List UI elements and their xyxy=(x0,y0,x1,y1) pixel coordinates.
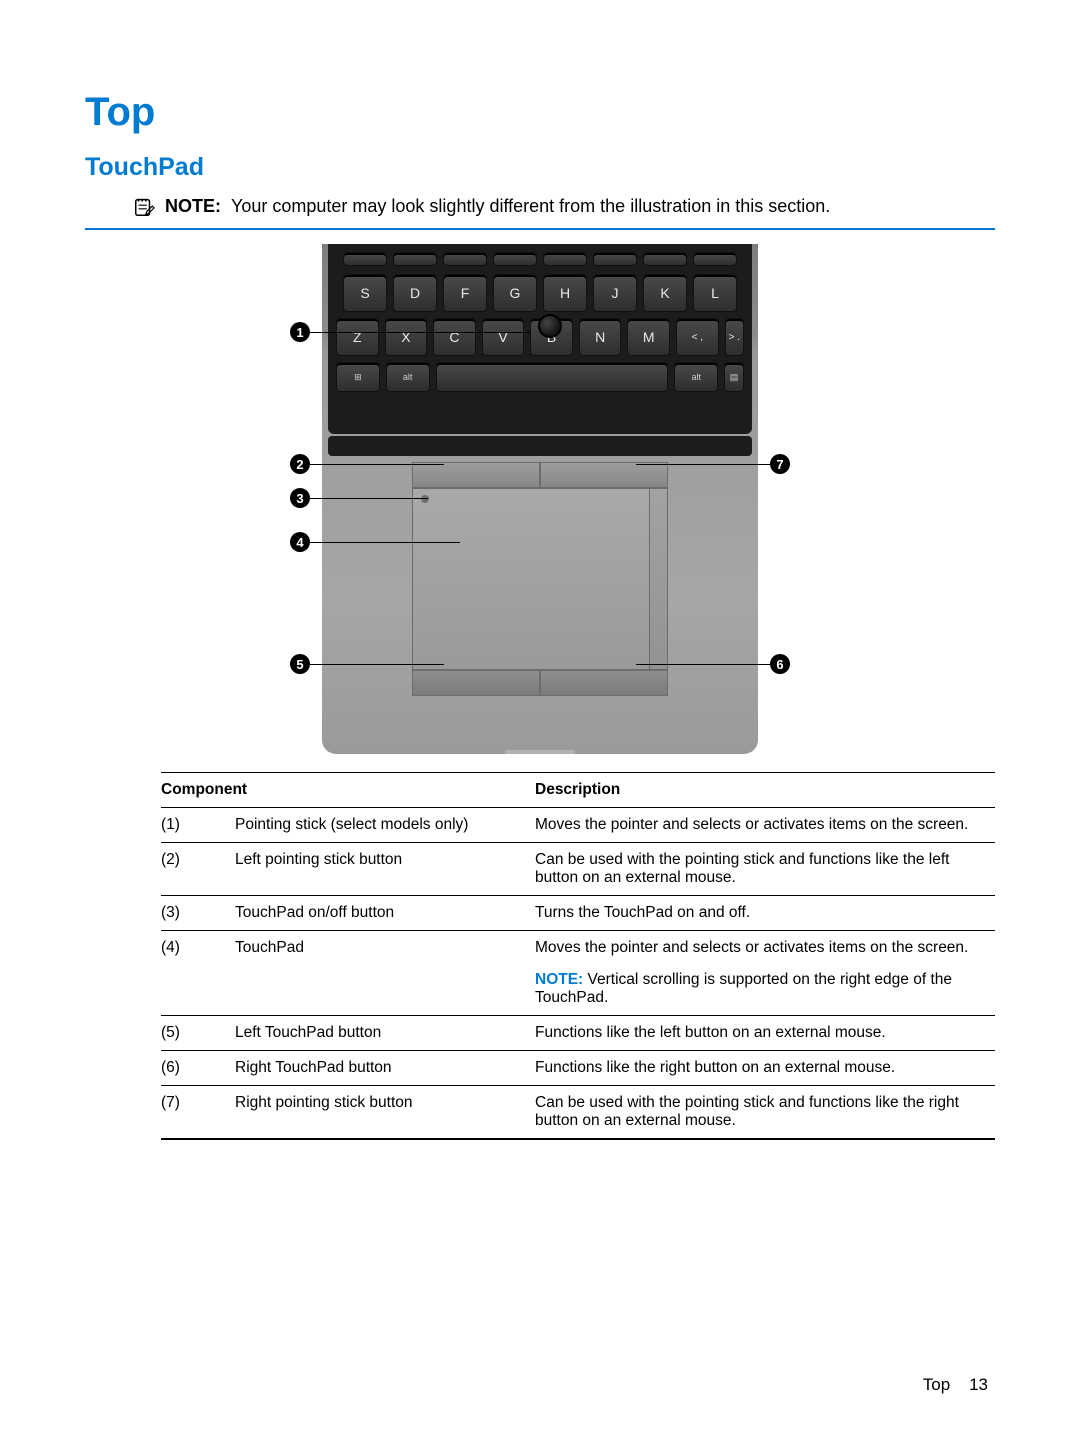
row-name: Left TouchPad button xyxy=(235,1024,535,1042)
key-menu: ▤ xyxy=(724,362,744,392)
note-block: NOTE: Your computer may look slightly di… xyxy=(85,196,995,230)
right-pointing-stick-button xyxy=(540,462,668,488)
callout-4: 4 xyxy=(290,532,310,552)
key-k: K xyxy=(643,274,687,312)
row-name: Right pointing stick button xyxy=(235,1094,535,1130)
row-num: (4) xyxy=(161,939,235,1007)
section-heading: TouchPad xyxy=(85,153,995,182)
key-c: C xyxy=(433,318,476,356)
touchpad-surface xyxy=(412,488,668,670)
row-note-text: Vertical scrolling is supported on the r… xyxy=(535,971,952,1006)
table-row: (6) Right TouchPad button Functions like… xyxy=(161,1051,995,1086)
table-row: (5) Left TouchPad button Functions like … xyxy=(161,1016,995,1051)
row-num: (6) xyxy=(161,1059,235,1077)
callout-3: 3 xyxy=(290,488,310,508)
callout-1: 1 xyxy=(290,322,310,342)
table-row: (2) Left pointing stick button Can be us… xyxy=(161,843,995,896)
touchpad-diagram: S D F G H J K L Z X C V B xyxy=(290,244,790,754)
row-num: (2) xyxy=(161,851,235,887)
row-num: (1) xyxy=(161,816,235,834)
key-d: D xyxy=(393,274,437,312)
touchpad-on-off-dot xyxy=(421,495,429,503)
row-desc: Functions like the left button on an ext… xyxy=(535,1024,995,1042)
key-alt-right: alt xyxy=(674,362,718,392)
key-f: F xyxy=(443,274,487,312)
key-m: M xyxy=(627,318,670,356)
components-table: Component Description (1) Pointing stick… xyxy=(161,772,995,1140)
row-note-label: NOTE: xyxy=(535,971,583,988)
header-component: Component xyxy=(161,781,461,799)
table-row: (1) Pointing stick (select models only) … xyxy=(161,808,995,843)
key-j: J xyxy=(593,274,637,312)
key-space xyxy=(436,362,669,392)
key-n: N xyxy=(579,318,622,356)
footer-page: 13 xyxy=(969,1375,988,1394)
key-comma: < , xyxy=(676,318,719,356)
row-name: Right TouchPad button xyxy=(235,1059,535,1077)
note-text: Your computer may look slightly differen… xyxy=(231,196,830,217)
touchpad-scroll-edge xyxy=(649,489,667,669)
key-alt-left: alt xyxy=(386,362,430,392)
row-num: (3) xyxy=(161,904,235,922)
key-x: X xyxy=(385,318,428,356)
page-footer: Top 13 xyxy=(923,1375,988,1395)
note-icon xyxy=(133,196,155,218)
key-v: V xyxy=(482,318,525,356)
callout-7: 7 xyxy=(770,454,790,474)
key-h: H xyxy=(543,274,587,312)
key-l: L xyxy=(693,274,737,312)
key-z: Z xyxy=(336,318,379,356)
footer-label: Top xyxy=(923,1375,950,1394)
callout-6: 6 xyxy=(770,654,790,674)
row-name: TouchPad on/off button xyxy=(235,904,535,922)
row-desc: Turns the TouchPad on and off. xyxy=(535,904,995,922)
table-row: (7) Right pointing stick button Can be u… xyxy=(161,1086,995,1140)
table-row: (3) TouchPad on/off button Turns the Tou… xyxy=(161,896,995,931)
row-name: TouchPad xyxy=(235,939,535,1007)
row-desc: Can be used with the pointing stick and … xyxy=(535,1094,995,1130)
row-num: (7) xyxy=(161,1094,235,1130)
header-description: Description xyxy=(535,781,995,799)
right-touchpad-button xyxy=(540,670,668,696)
table-row: (4) TouchPad Moves the pointer and selec… xyxy=(161,931,995,1016)
page-heading: Top xyxy=(85,90,995,135)
touchpad-area xyxy=(412,462,668,696)
row-name: Pointing stick (select models only) xyxy=(235,816,535,834)
row-desc: Functions like the right button on an ex… xyxy=(535,1059,995,1077)
callout-5: 5 xyxy=(290,654,310,674)
left-touchpad-button xyxy=(412,670,540,696)
key-period: > . xyxy=(725,318,744,356)
table-header: Component Description xyxy=(161,772,995,808)
row-desc: Moves the pointer and selects or activat… xyxy=(535,939,995,957)
left-pointing-stick-button xyxy=(412,462,540,488)
pointing-stick xyxy=(538,314,562,338)
callout-2: 2 xyxy=(290,454,310,474)
row-desc: Moves the pointer and selects or activat… xyxy=(535,816,995,834)
row-num: (5) xyxy=(161,1024,235,1042)
row-name: Left pointing stick button xyxy=(235,851,535,887)
note-label: NOTE: xyxy=(165,196,221,217)
key-g: G xyxy=(493,274,537,312)
row-desc: Can be used with the pointing stick and … xyxy=(535,851,995,887)
key-win: ⊞ xyxy=(336,362,380,392)
key-s: S xyxy=(343,274,387,312)
